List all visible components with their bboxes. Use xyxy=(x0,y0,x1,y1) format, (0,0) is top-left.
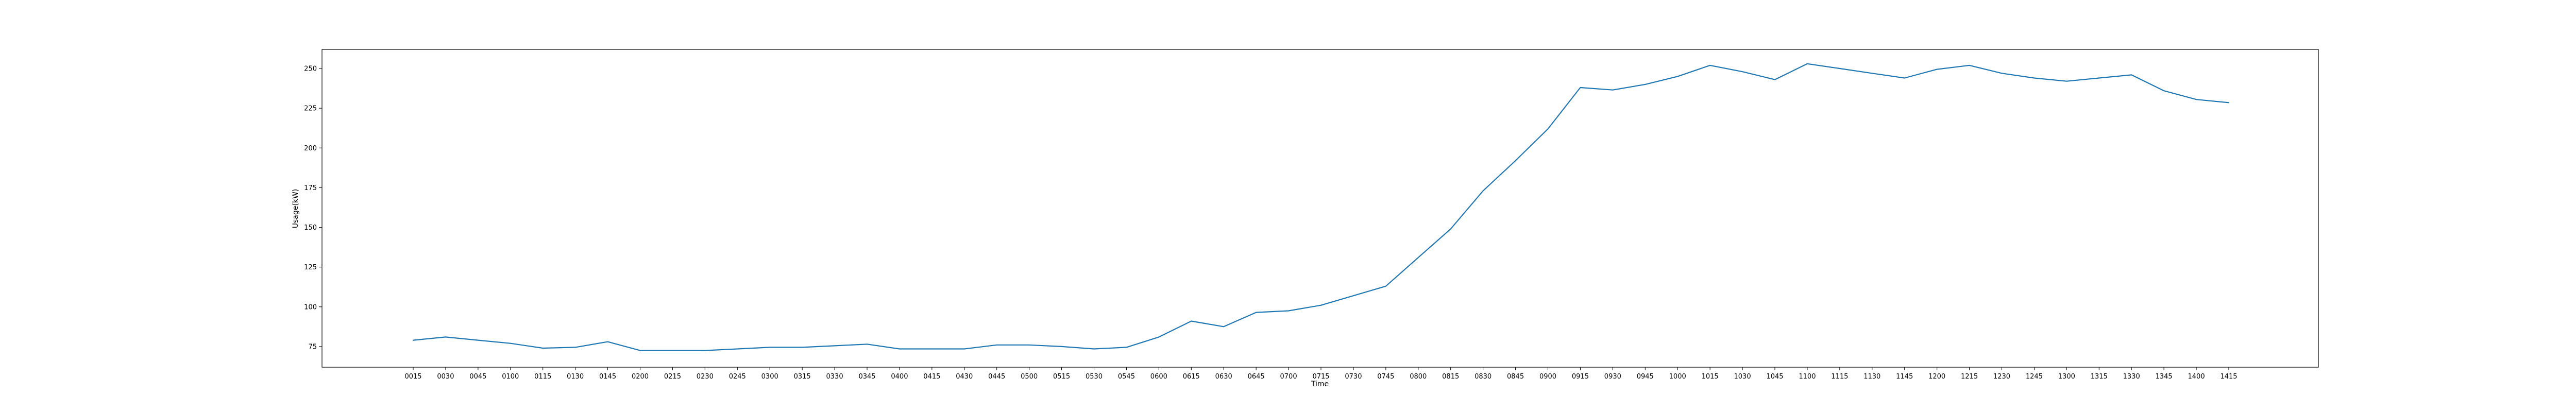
x-axis-title: Time xyxy=(1311,380,1329,388)
x-tick-label: 0115 xyxy=(534,373,551,381)
x-tick-label: 0400 xyxy=(891,373,908,381)
x-tick-label: 1100 xyxy=(1799,373,1816,381)
x-tick-label: 0245 xyxy=(729,373,746,381)
x-tick-label: 0045 xyxy=(469,373,486,381)
x-tick-label: 0345 xyxy=(858,373,875,381)
x-tick-label: 0845 xyxy=(1507,373,1524,381)
x-tick-label: 0530 xyxy=(1086,373,1103,381)
x-tick-label: 0915 xyxy=(1572,373,1589,381)
x-tick-label: 1315 xyxy=(2091,373,2108,381)
x-tick-label: 0715 xyxy=(1312,373,1329,381)
x-tick-label: 0730 xyxy=(1345,373,1362,381)
plot-area xyxy=(322,49,2318,367)
y-tick-label: 200 xyxy=(304,145,317,152)
x-tick-label: 0515 xyxy=(1053,373,1070,381)
x-tick-label: 0130 xyxy=(567,373,584,381)
x-tick-label: 1000 xyxy=(1669,373,1686,381)
x-tick-label: 0430 xyxy=(956,373,973,381)
y-tick-label: 250 xyxy=(304,65,317,73)
x-tick-label: 1230 xyxy=(1993,373,2010,381)
x-tick-label: 1215 xyxy=(1961,373,1978,381)
x-tick-label: 0745 xyxy=(1377,373,1394,381)
y-tick-label: 175 xyxy=(304,184,317,192)
x-tick-label: 0330 xyxy=(826,373,843,381)
series-line-0 xyxy=(412,63,2230,351)
x-tick-label: 0315 xyxy=(794,373,811,381)
plot-frame xyxy=(321,49,2319,368)
x-tick-label: 0545 xyxy=(1118,373,1135,381)
y-axis: 75 100 125 150 175 200 225 250 xyxy=(304,65,322,351)
x-tick-label: 1345 xyxy=(2156,373,2173,381)
x-tick-label: 0700 xyxy=(1280,373,1297,381)
x-tick-label: 0815 xyxy=(1442,373,1459,381)
x-tick-label: 0300 xyxy=(761,373,778,381)
x-tick-label: 1415 xyxy=(2220,373,2237,381)
x-tick-label: 0500 xyxy=(1021,373,1038,381)
x-tick-label: 0030 xyxy=(437,373,454,381)
x-tick-label: 1300 xyxy=(2058,373,2075,381)
x-tick-label: 0230 xyxy=(697,373,714,381)
x-axis: 0015 0030 0045 0100 0115 0130 0145 0200 0215 0230… xyxy=(404,367,2238,381)
y-tick-label: 125 xyxy=(304,264,317,271)
y-tick-label: 75 xyxy=(308,343,317,351)
x-tick-label: 0615 xyxy=(1183,373,1200,381)
x-tick-label: 0215 xyxy=(664,373,681,381)
x-tick-label: 0145 xyxy=(599,373,616,381)
x-tick-label: 1330 xyxy=(2123,373,2140,381)
x-tick-label: 1200 xyxy=(1928,373,1945,381)
x-tick-label: 1115 xyxy=(1831,373,1848,381)
x-tick-label: 0645 xyxy=(1248,373,1265,381)
x-tick-label: 0600 xyxy=(1150,373,1167,381)
x-tick-label: 0830 xyxy=(1475,373,1492,381)
x-tick-label: 0930 xyxy=(1604,373,1621,381)
x-tick-label: 0800 xyxy=(1410,373,1427,381)
x-tick-label: 1400 xyxy=(2188,373,2205,381)
x-tick-label: 0200 xyxy=(632,373,649,381)
x-tick-label: 1130 xyxy=(1863,373,1880,381)
x-tick-label: 0015 xyxy=(404,373,421,381)
x-tick-label: 1245 xyxy=(2026,373,2043,381)
x-tick-label: 1030 xyxy=(1734,373,1751,381)
y-tick-label: 100 xyxy=(304,303,317,311)
y-tick-label: 225 xyxy=(304,105,317,113)
x-tick-label: 0900 xyxy=(1539,373,1556,381)
x-tick-label: 0630 xyxy=(1215,373,1232,381)
y-tick-label: 150 xyxy=(304,224,317,232)
x-tick-label: 1145 xyxy=(1896,373,1913,381)
x-tick-label: 0100 xyxy=(502,373,519,381)
x-tick-label: 0445 xyxy=(988,373,1005,381)
x-tick-label: 0945 xyxy=(1637,373,1654,381)
x-tick-label: 1015 xyxy=(1702,373,1719,381)
x-tick-label: 1045 xyxy=(1766,373,1783,381)
x-tick-label: 0415 xyxy=(923,373,940,381)
y-axis-title: Usage(kW) xyxy=(292,189,300,229)
series-layer xyxy=(412,63,2230,351)
